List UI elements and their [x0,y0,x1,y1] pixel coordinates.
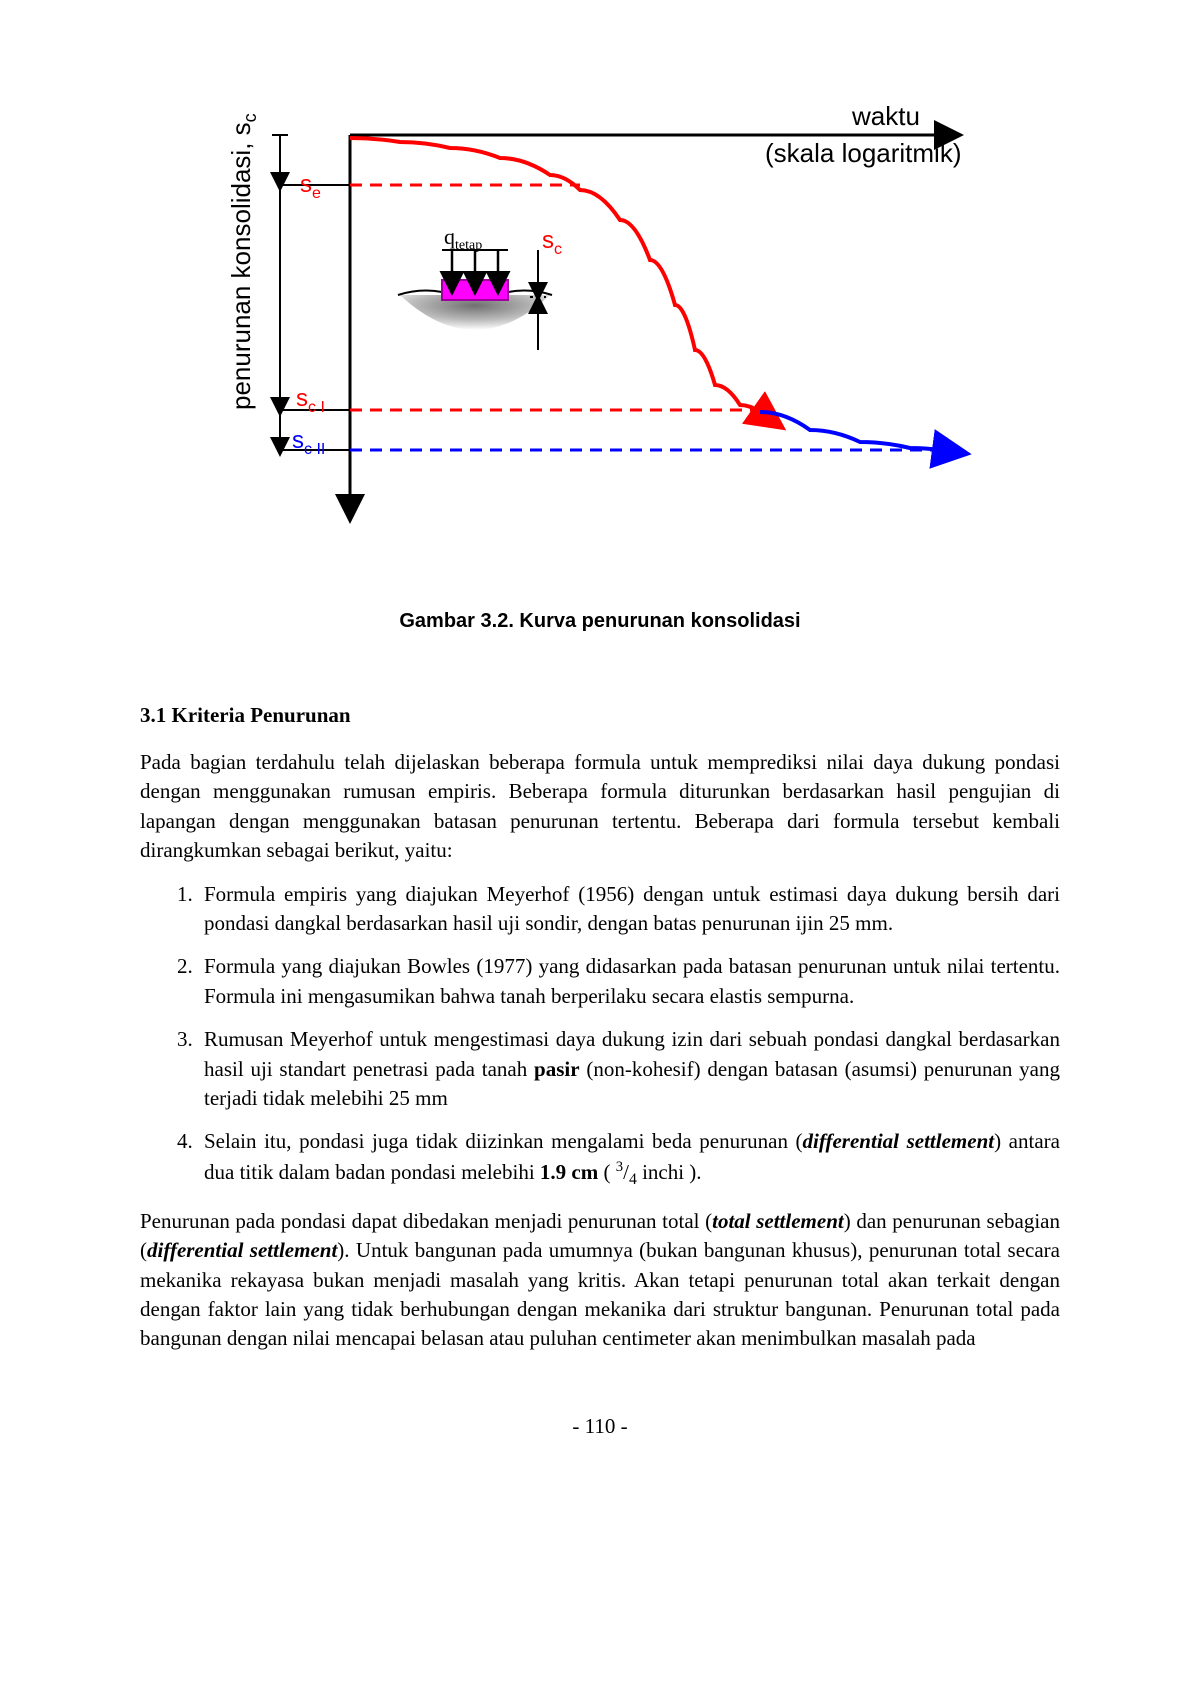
closing-paragraph: Penurunan pada pondasi dapat dibedakan m… [140,1207,1060,1354]
x-axis-sublabel: (skala logaritmik) [765,138,962,168]
inset-foundation-diagram: qtetap sc [398,224,562,350]
criteria-list: Formula empiris yang diajukan Meyerhof (… [140,880,1060,1191]
y-axis-label: penurunan konsolidasi, sc [226,113,260,410]
primary-consolidation-curve [350,138,760,412]
figure-container: waktu (skala logaritmik) penurunan konso… [140,100,1060,540]
list-item: Formula empiris yang diajukan Meyerhof (… [198,880,1060,939]
intro-paragraph: Pada bagian terdahulu telah dijelaskan b… [140,748,1060,866]
scII-label: sc II [292,427,325,458]
scI-label: sc I [296,385,325,416]
sc-inset-label: sc [542,227,562,258]
consolidation-curve-figure: waktu (skala logaritmik) penurunan konso… [220,100,980,540]
list-item: Rumusan Meyerhof untuk mengestimasi daya… [198,1025,1060,1113]
svg-text:qtetap: qtetap [444,224,482,253]
secondary-consolidation-curve [760,412,940,450]
page: waktu (skala logaritmik) penurunan konso… [0,0,1200,1499]
x-axis-label: waktu [851,101,920,131]
section-title: 3.1 Kriteria Penurunan [140,703,1060,728]
figure-caption: Gambar 3.2. Kurva penurunan konsolidasi [140,610,1060,633]
list-item: Formula yang diajukan Bowles (1977) yang… [198,952,1060,1011]
se-label: se [300,171,321,202]
page-number: - 110 - [140,1414,1060,1439]
list-item: Selain itu, pondasi juga tidak diizinkan… [198,1127,1060,1191]
